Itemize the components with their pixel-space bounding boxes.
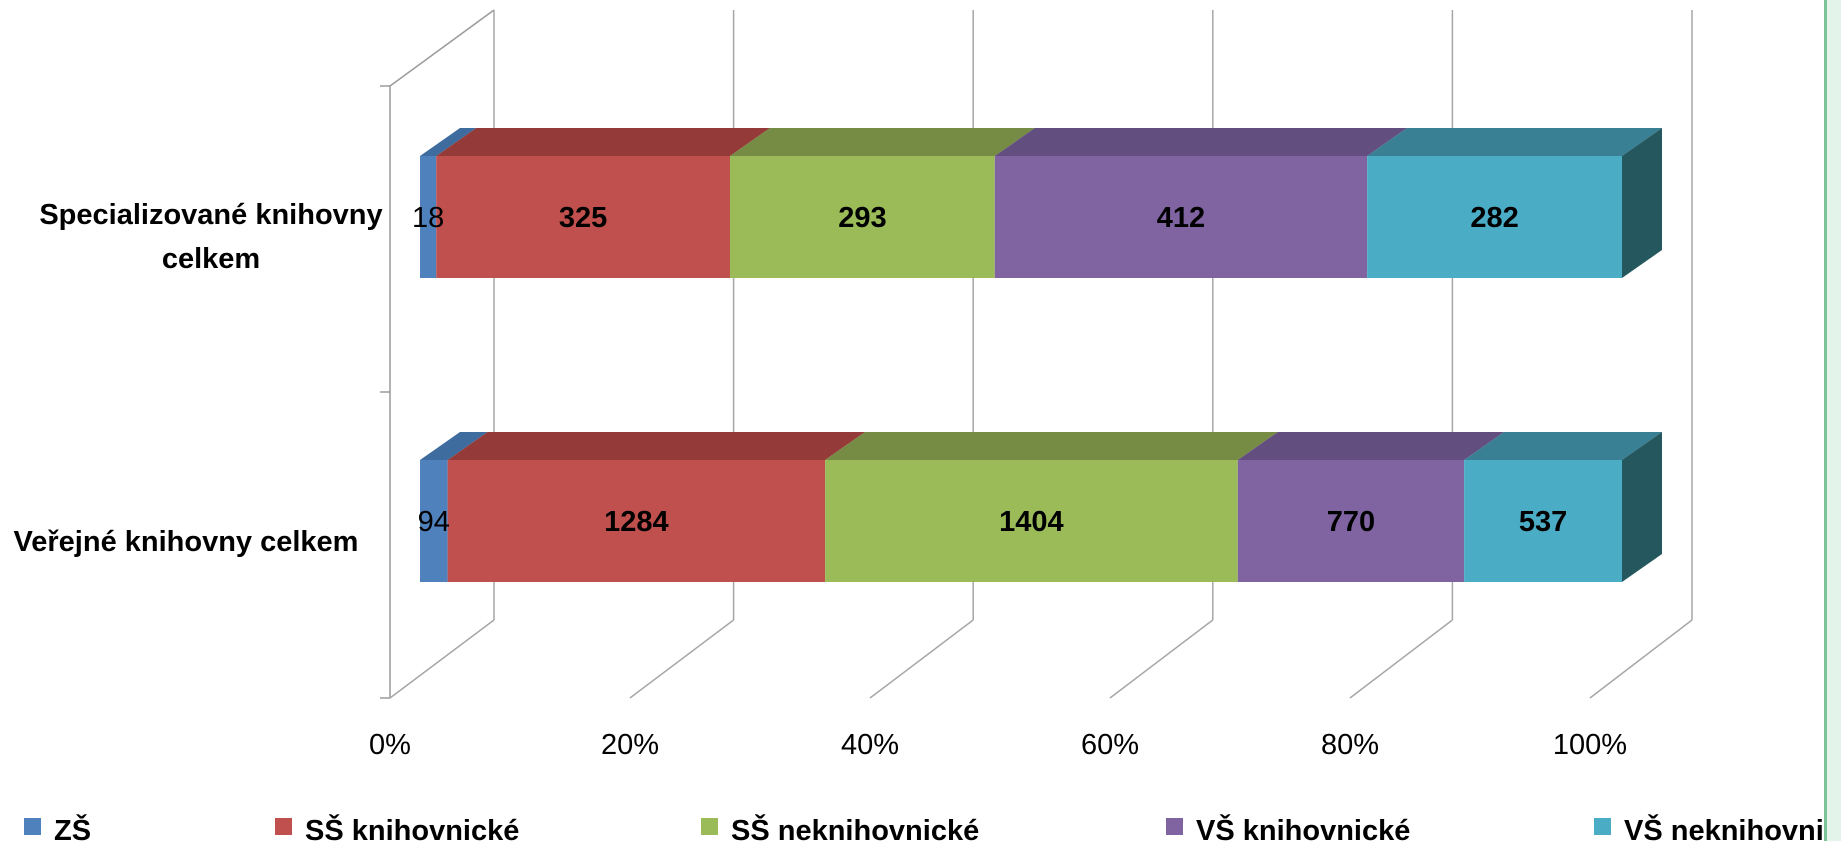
- legend-swatch: [1166, 818, 1183, 835]
- legend-label: SŠ neknihovnické: [731, 813, 979, 841]
- floor-gridline: [1589, 619, 1693, 699]
- x-tick-label: 100%: [1553, 729, 1627, 761]
- bar-0-4: [1367, 156, 1622, 278]
- floor-gridline: [629, 619, 735, 699]
- legend-swatch: [24, 818, 41, 835]
- floor-gridline: [389, 619, 495, 699]
- bar-top-0-3: [994, 128, 1408, 156]
- bars: 18 325 293 412 282 94 1284 1404 770 537: [412, 128, 1662, 582]
- floor-gridline: [869, 619, 974, 699]
- bar-side-0: [1622, 128, 1662, 278]
- x-tick-label: 20%: [601, 729, 659, 761]
- legend-swatch: [275, 818, 292, 835]
- bar-top-1-4: [1464, 432, 1662, 460]
- data-label: 325: [559, 202, 607, 234]
- bar-1-2: [825, 460, 1238, 582]
- bar-1-0: [420, 460, 448, 582]
- window-edge: [1824, 0, 1841, 841]
- bar-top-0-2: [729, 128, 1035, 156]
- data-label: 1404: [999, 506, 1064, 538]
- bar-top-1-1: [447, 432, 866, 460]
- bar-1-4: [1464, 460, 1622, 582]
- legend-label: VŠ neknihovnické: [1624, 813, 1841, 841]
- category-label: Specializované knihovny: [39, 199, 382, 231]
- x-tick-label: 60%: [1081, 729, 1139, 761]
- data-label: 94: [418, 506, 450, 538]
- category-label: celkem: [162, 243, 260, 275]
- bar-side-1: [1622, 432, 1662, 582]
- bar-0-3: [994, 156, 1368, 278]
- bar-top-1-0: [420, 432, 488, 460]
- bar-1-3: [1237, 460, 1465, 582]
- gridlines: [380, 9, 1693, 699]
- x-tick-label: 0%: [369, 729, 411, 761]
- legend-swatch: [701, 818, 718, 835]
- bar-top-0-4: [1367, 128, 1662, 156]
- floor-gridline: [1349, 619, 1453, 699]
- x-tick-label: 40%: [841, 729, 899, 761]
- bar-top-0-0: [420, 128, 477, 156]
- category-label: Veřejné knihovny celkem: [14, 526, 359, 558]
- legend-label: ZŠ: [54, 813, 91, 841]
- x-tick-label: 80%: [1321, 729, 1379, 761]
- bar-top-0-1: [436, 128, 770, 156]
- bar-top-1-3: [1237, 432, 1505, 460]
- data-label: 537: [1519, 506, 1567, 538]
- floor-gridline: [1109, 619, 1214, 699]
- legend-swatch: [1594, 818, 1611, 835]
- bar-0-2: [729, 156, 995, 278]
- bar-top-1-2: [825, 432, 1278, 460]
- data-label: 18: [412, 202, 444, 234]
- bar-0-0: [420, 156, 437, 278]
- data-label: 412: [1157, 202, 1205, 234]
- left-wall-line: [389, 9, 495, 698]
- bar-0-1: [436, 156, 730, 278]
- bar-1-1: [447, 460, 826, 582]
- data-label: 770: [1327, 506, 1375, 538]
- legend: ZŠ SŠ knihovnické SŠ neknihovnické VŠ kniho…: [24, 813, 1841, 846]
- data-label: 293: [838, 202, 886, 234]
- legend-label: SŠ knihovnické: [305, 813, 519, 841]
- legend-label: VŠ knihovnické: [1196, 813, 1410, 841]
- x-axis-ticks: 0% 20% 40% 60% 80% 100%: [369, 729, 1627, 761]
- data-label: 282: [1470, 202, 1518, 234]
- data-label: 1284: [604, 506, 669, 538]
- category-labels: Specializované knihovny celkem Veřejné kni…: [14, 199, 383, 558]
